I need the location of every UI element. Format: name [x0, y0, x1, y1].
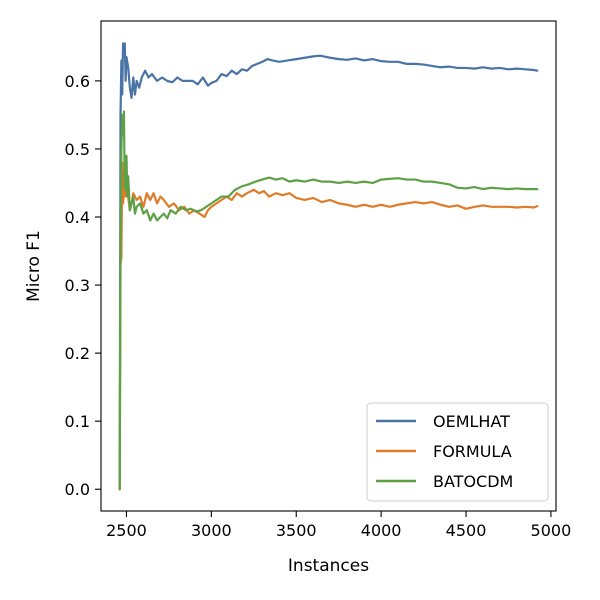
y-tick-label: 0.3 [65, 276, 90, 295]
axes: 2500 3000 3500 4000 4500 5000 0.0 0.1 0.2 0.3 0.4 0… [24, 20, 572, 576]
x-tick-label: 2500 [106, 521, 147, 540]
x-axis-title: Instances [288, 556, 369, 576]
y-tick-label: 0.2 [65, 344, 90, 363]
legend-label-batocdm: BATOCDM [433, 472, 513, 491]
legend: OEMLHAT FORMULA BATOCDM [366, 402, 549, 502]
x-tick-label: 3500 [276, 521, 317, 540]
y-tick-label: 0.5 [65, 140, 90, 159]
series-line-oemlhat [118, 42, 539, 491]
y-tick-label: 0.0 [65, 480, 90, 499]
y-tick-label: 0.4 [65, 208, 90, 227]
series-line-batocdm [118, 110, 539, 491]
plot-area [118, 42, 539, 491]
x-tick-label: 3000 [191, 521, 232, 540]
series-line-formula [118, 161, 539, 491]
plot-frame [100, 20, 557, 512]
x-tick-label: 5000 [531, 521, 572, 540]
legend-box [366, 402, 549, 502]
x-tick-label: 4500 [446, 521, 487, 540]
legend-label-formula: FORMULA [433, 442, 512, 461]
y-tick-label: 0.6 [65, 72, 90, 91]
legend-label-oemlhat: OEMLHAT [433, 412, 510, 431]
y-tick-label: 0.1 [65, 412, 90, 431]
y-axis-title: Micro F1 [24, 230, 44, 302]
x-tick-label: 4000 [361, 521, 402, 540]
